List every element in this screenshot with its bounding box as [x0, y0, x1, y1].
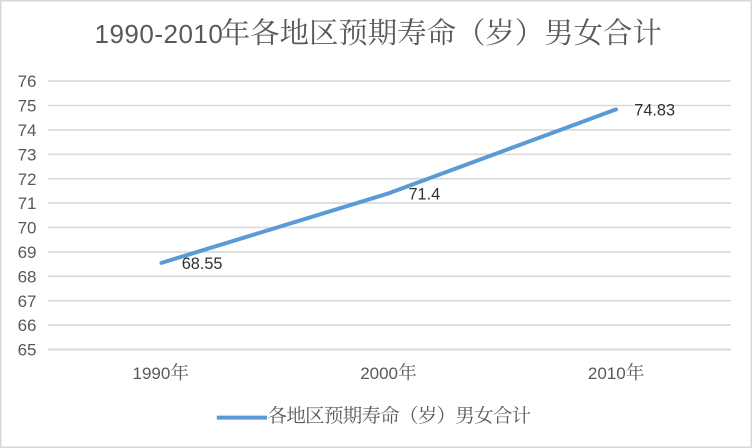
svg-text:75: 75 [18, 97, 37, 116]
svg-text:65: 65 [18, 341, 37, 360]
svg-text:68: 68 [18, 267, 37, 286]
svg-text:1990: 1990 [133, 364, 171, 383]
svg-text:67: 67 [18, 292, 37, 311]
svg-text:2000: 2000 [360, 364, 398, 383]
svg-text:69: 69 [18, 243, 37, 262]
svg-text:71: 71 [18, 194, 37, 213]
svg-text:68.55: 68.55 [182, 255, 223, 273]
svg-text:70: 70 [18, 219, 37, 238]
svg-text:73: 73 [18, 145, 37, 164]
svg-text:74: 74 [18, 121, 37, 140]
svg-text:72: 72 [18, 170, 37, 189]
svg-text:76: 76 [18, 72, 37, 91]
svg-text:71.4: 71.4 [409, 185, 441, 203]
svg-text:66: 66 [18, 316, 37, 335]
svg-text:74.83: 74.83 [634, 101, 675, 119]
svg-text:2010: 2010 [588, 364, 626, 383]
svg-text:1990-2010: 1990-2010 [95, 19, 224, 49]
